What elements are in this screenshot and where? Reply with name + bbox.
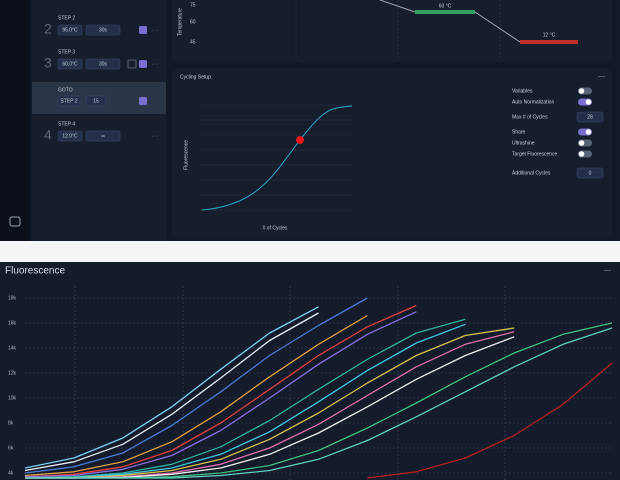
option-label: Max # of Cycles [512, 114, 548, 120]
y-tick-label: 14k [8, 345, 17, 351]
data-line [24, 312, 319, 472]
end-segment[interactable] [520, 40, 578, 44]
checkbox[interactable] [139, 60, 147, 68]
y-tick-label: 10k [8, 395, 17, 401]
time-input[interactable] [85, 130, 121, 142]
time-input-text: 30s [99, 61, 108, 67]
profile-tick: 75 [190, 2, 196, 8]
step-label: STEP 4 [58, 121, 75, 127]
data-line [24, 304, 417, 478]
toggle-knob [585, 129, 592, 135]
toggle-knob [585, 99, 592, 105]
data-line [24, 306, 319, 469]
option-label: Target Fluorescence [512, 151, 558, 157]
data-line [24, 323, 466, 479]
step-number: 3 [44, 55, 52, 71]
hold-label: 60 °C [439, 3, 452, 9]
preview-x-label: # of Cycles [263, 225, 288, 231]
profile-panel [172, 0, 612, 62]
y-tick-label: 12k [8, 370, 17, 376]
more-button[interactable]: ··· [152, 133, 159, 140]
option-input-text: 28 [587, 114, 593, 120]
data-line [24, 297, 368, 474]
time-input-text: ∞ [101, 133, 105, 139]
home-icon[interactable] [9, 216, 21, 227]
checkbox[interactable] [139, 26, 147, 34]
y-tick-label: 6k [8, 445, 14, 451]
steps-panel [32, 0, 166, 241]
option-input[interactable] [576, 167, 604, 179]
option-label: Variables [512, 88, 533, 94]
temp-input-text: 60.0°C [62, 61, 78, 67]
goto-count-text: 15 [93, 98, 99, 104]
y-tick-label: 16k [8, 320, 17, 326]
chart-panel [0, 262, 620, 480]
hold-segment[interactable] [415, 10, 475, 14]
data-line [24, 311, 417, 478]
option-label: Share [512, 129, 526, 135]
data-line [24, 314, 368, 477]
goto-target[interactable] [57, 95, 81, 107]
toggle-knob [578, 151, 585, 157]
time-input[interactable] [85, 58, 121, 70]
time-input[interactable] [85, 24, 121, 36]
temp-input[interactable] [57, 24, 83, 36]
goto-count[interactable] [85, 95, 107, 107]
temp-input-text: 12.0°C [62, 133, 78, 139]
y-tick-label: 4k [8, 470, 14, 476]
temp-input[interactable] [57, 130, 83, 142]
profile-tick: 60 [190, 19, 196, 25]
option-input[interactable] [576, 111, 604, 123]
profile-y-label: Temperature [177, 8, 183, 36]
option-label: Auto Normalization [512, 99, 554, 105]
temp-input[interactable] [57, 58, 83, 70]
y-tick-label: 18k [8, 295, 17, 301]
cycling-title: Cycling Setup [180, 74, 211, 80]
threshold-point[interactable] [296, 136, 304, 144]
step-label: STEP 2 [58, 15, 75, 21]
profile-tick: 45 [190, 39, 196, 45]
goto-target-text: STEP 2 [60, 98, 77, 104]
toggle-knob [578, 88, 585, 94]
time-input-text: 30s [99, 27, 108, 33]
end-label: 12 °C [543, 32, 556, 38]
y-tick-label: 8k [8, 420, 14, 426]
step-label: STEP 3 [58, 49, 75, 55]
step-number: 2 [44, 21, 52, 37]
goto-label: GOTO [58, 87, 73, 93]
data-line [367, 362, 613, 479]
option-label: Additional Cycles [512, 170, 551, 176]
data-line [25, 327, 515, 479]
preview-curve [201, 105, 353, 211]
more-button[interactable]: ··· [152, 27, 159, 34]
more-button[interactable]: ··· [152, 61, 159, 68]
data-line [25, 327, 613, 479]
checkbox[interactable] [139, 97, 147, 105]
data-line [24, 318, 466, 479]
profile-ramp [379, 0, 521, 43]
preview-y-label: Fluorescence [183, 140, 189, 170]
option-input-text: 0 [589, 170, 592, 176]
option-label: Ultrashine [512, 140, 535, 146]
toggle-knob [578, 140, 585, 146]
temp-input-text: 95.0°C [62, 27, 78, 33]
step-number: 4 [44, 127, 52, 143]
option-box[interactable] [127, 59, 137, 69]
sidebar [0, 0, 30, 241]
collapse-button[interactable]: — [598, 73, 605, 80]
chart-title: Fluorescence [5, 266, 65, 277]
cycling-panel [172, 68, 612, 238]
collapse-button[interactable]: — [604, 267, 611, 274]
